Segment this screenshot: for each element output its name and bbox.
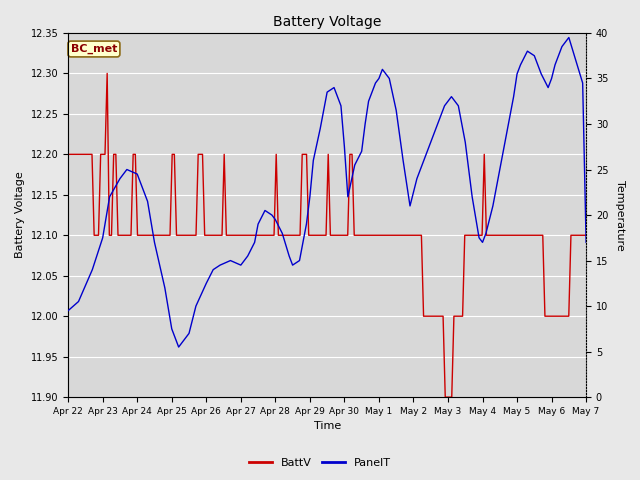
X-axis label: Time: Time <box>314 421 340 432</box>
Legend: BattV, PanelT: BattV, PanelT <box>245 453 395 472</box>
Y-axis label: Temperature: Temperature <box>615 180 625 251</box>
Y-axis label: Battery Voltage: Battery Voltage <box>15 172 25 258</box>
Text: BC_met: BC_met <box>71 44 117 54</box>
Title: Battery Voltage: Battery Voltage <box>273 15 381 29</box>
